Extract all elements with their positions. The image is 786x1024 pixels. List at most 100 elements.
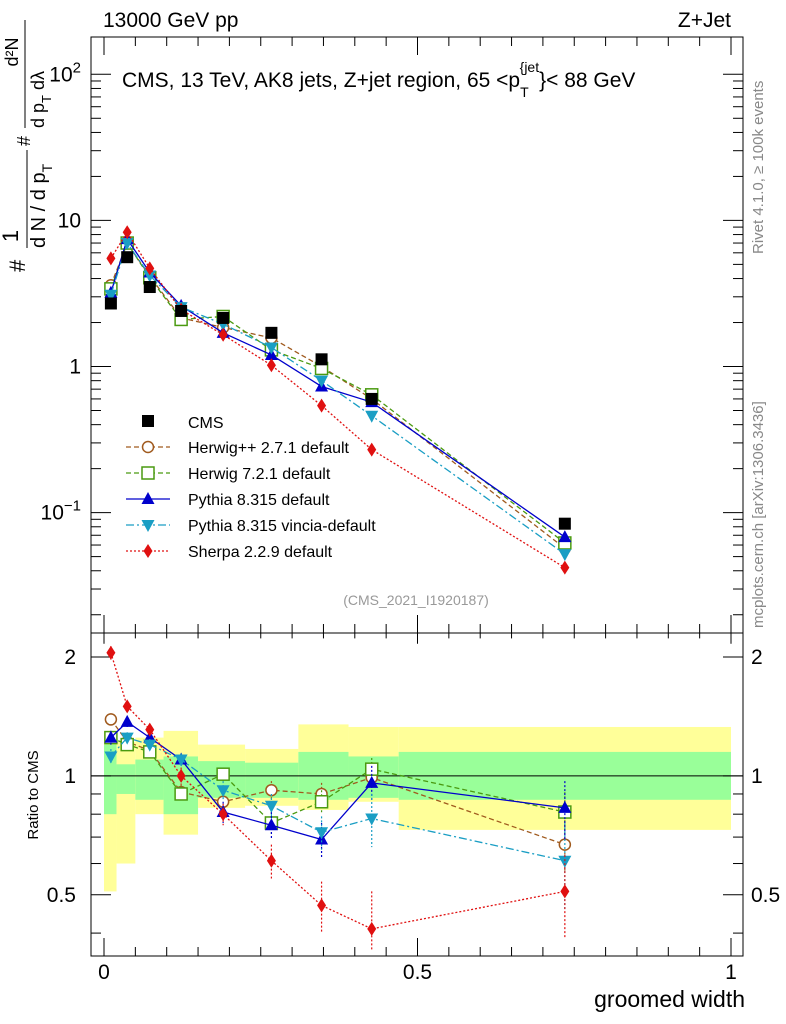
point-cms [558, 517, 571, 530]
point-pythia-8-315-vincia-default [365, 410, 379, 423]
ylabel-inner-hash: # [14, 136, 34, 146]
header-right: Z+Jet [678, 9, 731, 32]
ratio-point-pythia-8-315-vincia-default [315, 827, 329, 840]
ratio-point-sherpa-2-2-9-default [560, 884, 570, 899]
x-tick-label: 1 [725, 961, 737, 984]
band-outer [116, 741, 136, 864]
point-pythia-8-315-default [558, 530, 572, 543]
band-inner [104, 744, 117, 815]
ratio-point-sherpa-2-2-9-default [176, 768, 186, 783]
point-pythia-8-315-vincia-default [315, 375, 329, 388]
band-inner [116, 764, 136, 794]
ylabel-prefix: # [5, 259, 30, 272]
point-cms [315, 353, 328, 366]
title-main: CMS, 13 TeV, AK8 jets, Z+jet region, 65 … [122, 69, 520, 92]
analysis-label: (CMS_2021_I1920187) [343, 592, 489, 608]
line-herwig-7-2-1-default [110, 241, 566, 544]
title-sup: {jet [520, 59, 540, 75]
ratio-y-tick-label: 2 [64, 646, 76, 669]
rivet-label: Rivet 4.1.0, ≥ 100k events [750, 81, 767, 254]
line-herwig-2-7-1-default [110, 242, 566, 549]
ratio-point-pythia-8-315-vincia-default [558, 855, 572, 868]
point-sherpa-2-2-9-default [106, 251, 116, 266]
chart-title: CMS, 13 TeV, AK8 jets, Z+jet region, 65 … [122, 59, 635, 100]
ratio-point-pythia-8-315-default [120, 714, 134, 727]
ratio-point-sherpa-2-2-9-default [145, 722, 155, 737]
ratio-y-tick-label: 0.5 [47, 884, 76, 907]
y-tick-label: 10−1 [41, 498, 81, 525]
ratio-point-pythia-8-315-default [558, 800, 572, 813]
title-sub: T [520, 84, 529, 100]
ylabel-frac1-num: 1 [0, 230, 23, 242]
ratio-bands [104, 724, 731, 892]
ratio-point-sherpa-2-2-9-default [218, 807, 228, 822]
ratio-point-pythia-8-315-default [143, 730, 157, 743]
legend-label-pythia-8-315-vincia-default: Pythia 8.315 vincia-default [188, 518, 376, 535]
ratio-point-herwig-7-2-1-default [364, 762, 379, 776]
point-cms [104, 297, 117, 310]
x-axis-label: groomed width [594, 986, 745, 1012]
legend-marker-cms [142, 415, 154, 427]
ratio-point-pythia-8-315-default [365, 775, 379, 788]
ratio-point-herwig-7-2-1-default [174, 787, 188, 801]
legend-marker-pythia-8-315-default [141, 492, 155, 504]
mcplots-label: mcplots.cern.ch [arXiv:1306.3436] [750, 401, 767, 628]
point-sherpa-2-2-9-default [145, 261, 155, 276]
axes: 0 0.5 1 10−1 1 10 102 0.5 0.5 1 1 2 2 [41, 37, 780, 984]
legend-marker-herwig-7-2-1-default [141, 466, 155, 480]
legend-label-sherpa-2-2-9-default: Sherpa 2.2.9 default [188, 544, 333, 561]
point-cms [365, 392, 378, 405]
point-sherpa-2-2-9-default [367, 442, 377, 457]
y-tick-label: 102 [49, 59, 81, 86]
legend-label-cms: CMS [188, 415, 224, 432]
point-sherpa-2-2-9-default [218, 327, 228, 342]
point-pythia-8-315-vincia-default [104, 289, 118, 302]
ratio-point-pythia-8-315-vincia-default [264, 800, 278, 813]
ratio-point-pythia-8-315-vincia-default [216, 785, 230, 798]
y-tick-label: 10 [58, 209, 81, 232]
point-sherpa-2-2-9-default [122, 225, 132, 240]
legend-label-pythia-8-315-default: Pythia 8.315 default [188, 492, 330, 509]
ratio-point-sherpa-2-2-9-default [106, 645, 116, 660]
legend-marker-sherpa-2-2-9-default [143, 544, 153, 558]
ratio-point-pythia-8-315-vincia-default [143, 739, 157, 752]
ratio-point-herwig-7-2-1-default [216, 767, 230, 781]
point-sherpa-2-2-9-default [560, 560, 570, 575]
point-cms [143, 281, 156, 294]
title-end: < 88 GeV [546, 69, 635, 92]
point-cms [217, 311, 230, 324]
ratio-series [104, 645, 572, 952]
band-inner [135, 759, 164, 800]
ratio-point-sherpa-2-2-9-default [317, 898, 327, 913]
legend: CMS Herwig++ 2.7.1 default Herwig 7.2.1 de… [126, 415, 376, 561]
ratio-y-tick-label-right: 0.5 [751, 884, 780, 907]
line-pythia-8-315-vincia-default [110, 241, 566, 555]
point-cms [175, 304, 188, 317]
ratio-point-pythia-8-315-vincia-default [104, 751, 118, 764]
ratio-y-tick-label: 1 [64, 765, 76, 788]
ratio-point-pythia-8-315-default [104, 730, 118, 743]
title-close: } [539, 69, 546, 92]
ratio-point-sherpa-2-2-9-default [266, 853, 276, 868]
ratio-point-sherpa-2-2-9-default [122, 699, 132, 714]
ratio-point-herwig-7-2-1-default [314, 795, 329, 809]
ratio-point-pythia-8-315-vincia-default [365, 813, 379, 826]
point-cms [121, 251, 134, 264]
point-pythia-8-315-vincia-default [558, 549, 572, 562]
legend-label-herwig-7-2-1-default: Herwig 7.2.1 default [188, 466, 331, 483]
point-pythia-8-315-vincia-default [143, 270, 157, 283]
ratio-point-pythia-8-315-vincia-default [120, 732, 134, 745]
line-sherpa-2-2-9-default [110, 231, 566, 569]
header-left: 13000 GeV pp [103, 9, 238, 32]
ylabel-frac1-den: d N / d pT [28, 163, 55, 248]
legend-marker-pythia-8-315-vincia-default [141, 520, 155, 532]
ratio-point-sherpa-2-2-9-default [367, 921, 377, 936]
point-cms [265, 326, 278, 339]
point-pythia-8-315-vincia-default [120, 238, 134, 251]
ratio-point-herwig-2-7-1-default [104, 713, 118, 726]
point-pythia-8-315-vincia-default [264, 342, 278, 355]
legend-marker-herwig-2-7-1-default [141, 440, 155, 454]
x-tick-label: 0.5 [403, 961, 432, 984]
point-sherpa-2-2-9-default [317, 398, 327, 413]
